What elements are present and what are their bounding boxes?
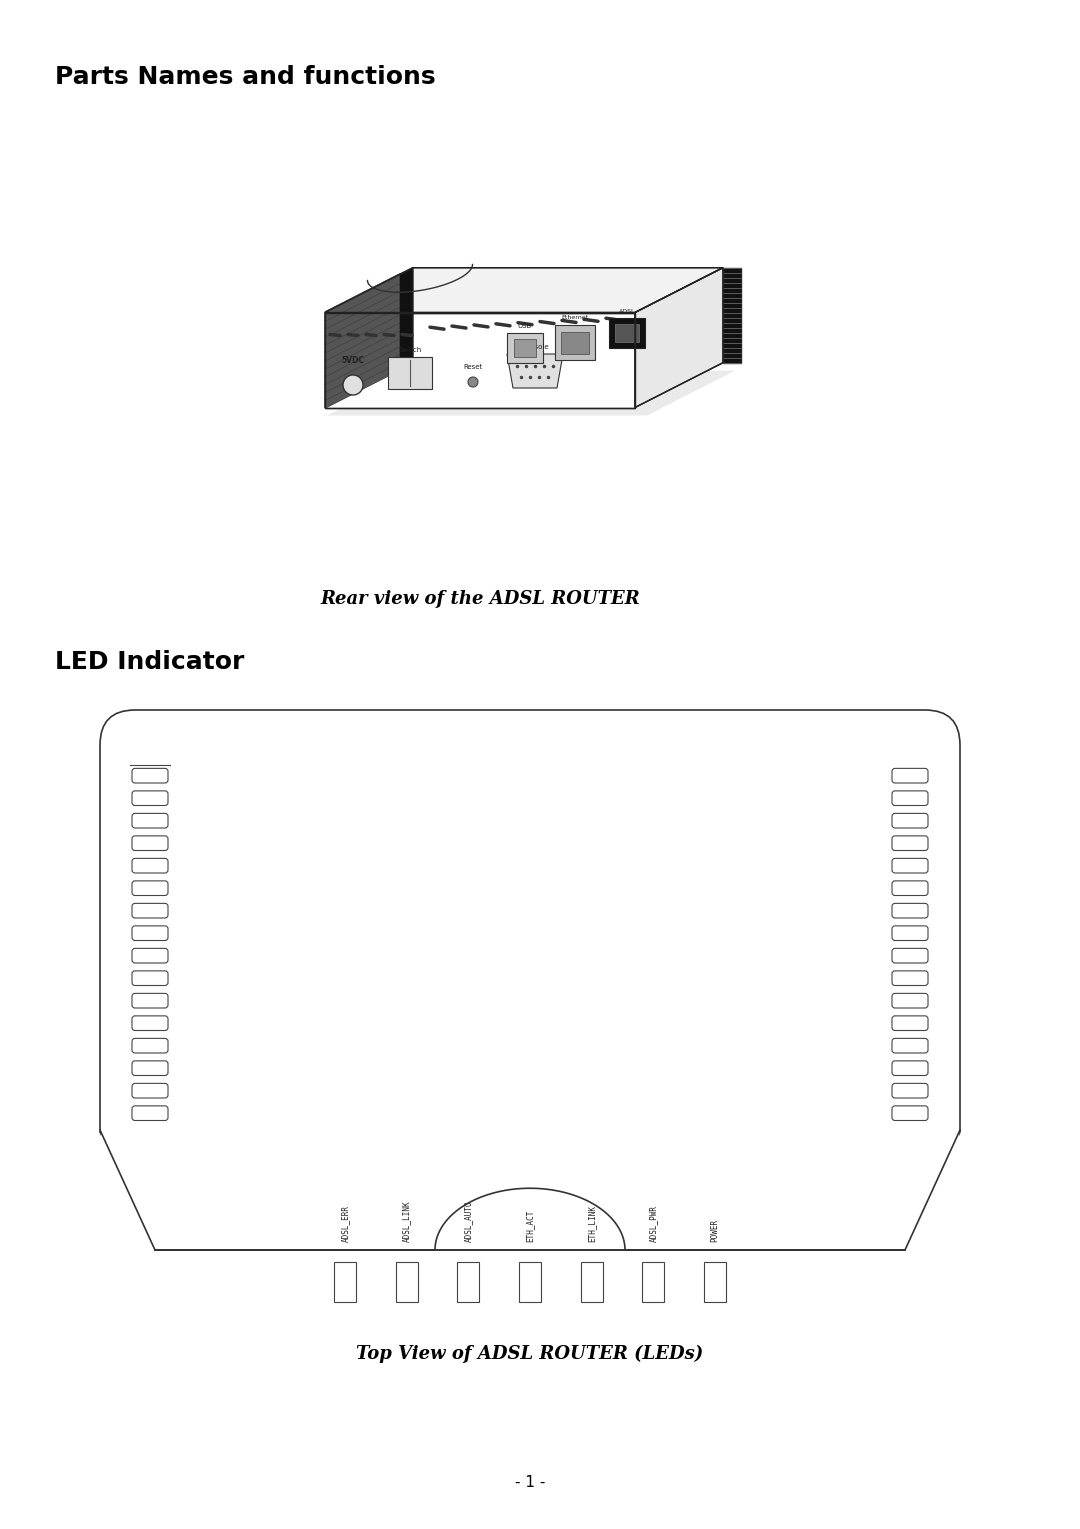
Polygon shape <box>327 370 735 416</box>
Bar <box>581 1261 603 1303</box>
Circle shape <box>343 375 363 394</box>
Text: ADSL_LINK: ADSL_LINK <box>402 1200 411 1242</box>
Bar <box>609 318 645 349</box>
Polygon shape <box>325 289 400 338</box>
Polygon shape <box>507 355 563 388</box>
Polygon shape <box>325 281 400 329</box>
Bar <box>457 1261 480 1303</box>
Bar <box>334 1261 356 1303</box>
Text: ADSL_PWR: ADSL_PWR <box>649 1205 658 1242</box>
Bar <box>615 324 639 342</box>
Text: Console: Console <box>522 344 549 350</box>
Bar <box>561 332 589 355</box>
Text: Ethernet: Ethernet <box>562 315 589 320</box>
Circle shape <box>468 378 478 387</box>
Text: Top View of ADSL ROUTER (LEDs): Top View of ADSL ROUTER (LEDs) <box>356 1346 704 1364</box>
Polygon shape <box>635 268 723 408</box>
Text: 5VDC: 5VDC <box>341 356 365 365</box>
Polygon shape <box>325 336 400 385</box>
Polygon shape <box>325 329 400 376</box>
Text: Parts Names and functions: Parts Names and functions <box>55 66 435 89</box>
Polygon shape <box>325 344 400 393</box>
Polygon shape <box>325 268 413 408</box>
FancyBboxPatch shape <box>100 709 960 1251</box>
Polygon shape <box>325 361 400 408</box>
Bar <box>395 1261 418 1303</box>
Polygon shape <box>325 312 635 408</box>
Bar <box>514 339 536 356</box>
Polygon shape <box>325 313 400 361</box>
Text: LED Indicator: LED Indicator <box>55 650 244 674</box>
Text: Rear view of the ADSL ROUTER: Rear view of the ADSL ROUTER <box>320 590 639 609</box>
Polygon shape <box>903 1130 962 1252</box>
Text: Reset: Reset <box>463 364 483 370</box>
Text: ADSL_ERR: ADSL_ERR <box>340 1205 350 1242</box>
Text: ETH_LINK: ETH_LINK <box>588 1205 596 1242</box>
Bar <box>388 356 432 388</box>
Polygon shape <box>325 353 400 401</box>
Polygon shape <box>325 306 400 353</box>
Bar <box>519 1261 541 1303</box>
Text: USB: USB <box>518 323 532 329</box>
Polygon shape <box>98 1130 157 1252</box>
Polygon shape <box>325 297 400 346</box>
Text: ETH_ACT: ETH_ACT <box>526 1209 535 1242</box>
Text: Switch: Switch <box>399 347 421 353</box>
Bar <box>555 326 595 359</box>
Polygon shape <box>325 274 400 321</box>
Text: - 1 -: - 1 - <box>515 1475 545 1489</box>
Bar <box>704 1261 726 1303</box>
Text: POWER: POWER <box>711 1219 719 1242</box>
Polygon shape <box>325 321 400 368</box>
Polygon shape <box>325 268 723 312</box>
Bar <box>643 1261 664 1303</box>
Polygon shape <box>723 268 741 362</box>
Text: ADSL_AUTO: ADSL_AUTO <box>463 1200 473 1242</box>
Text: ADSL: ADSL <box>619 309 635 313</box>
Bar <box>507 333 543 362</box>
